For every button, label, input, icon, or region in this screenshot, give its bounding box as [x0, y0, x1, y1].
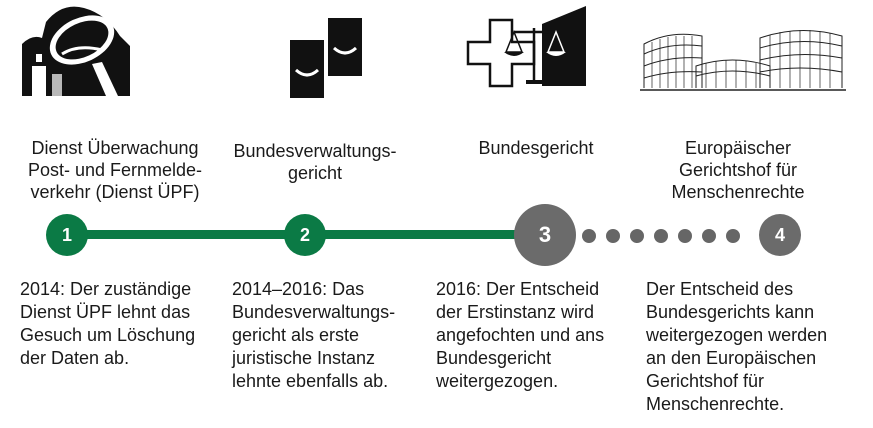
- swiss-cross-scales-icon: [464, 6, 588, 102]
- step-3-number: 3: [538, 222, 552, 247]
- step-4-description: Der Entscheid des Bundesgerichts kann we…: [646, 279, 828, 414]
- step-2-number: 2: [299, 224, 310, 245]
- step-2-description: 2014–2016: Das Bundesverwaltungs- gerich…: [232, 279, 396, 391]
- timeline-dot: [654, 229, 668, 243]
- step-2-title: Bundesverwaltungs- gericht: [233, 141, 397, 183]
- satellite-dish-icon: [22, 4, 130, 96]
- step-4-node: 4: [759, 214, 801, 256]
- step-2-node: 2: [284, 214, 326, 256]
- timeline-dot: [678, 229, 692, 243]
- step-4-title: Europäischer Gerichtshof für Menschenrec…: [671, 138, 805, 202]
- step-1-node: 1: [46, 214, 88, 256]
- timeline-dot: [726, 229, 740, 243]
- timeline-dot: [582, 229, 596, 243]
- step-1-title: Dienst Überwachung Post- und Fernmelde- …: [27, 138, 203, 202]
- european-court-building-icon: [640, 26, 846, 94]
- step-4-number: 4: [774, 224, 785, 245]
- timeline-dot: [630, 229, 644, 243]
- timeline-dot: [606, 229, 620, 243]
- step-3-description: 2016: Der Entscheid der Erstinstanz wird…: [436, 279, 605, 391]
- step-1-number: 1: [61, 224, 72, 245]
- step-1-description: 2014: Der zuständige Dienst ÜPF lehnt da…: [20, 279, 196, 368]
- timeline-dot: [702, 229, 716, 243]
- step-3-node: 3: [514, 204, 576, 266]
- court-seal-icon: [290, 18, 364, 100]
- step-3-title: Bundesgericht: [478, 138, 594, 158]
